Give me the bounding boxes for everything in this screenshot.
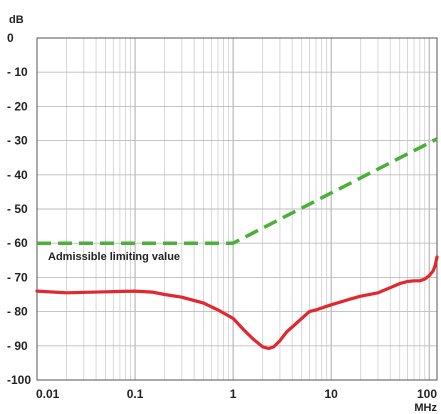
limit-line-series	[37, 137, 438, 245]
y-tick-label: - 20	[7, 99, 28, 113]
y-tick-label: - 60	[7, 236, 28, 250]
y-tick-label: - 10	[7, 65, 28, 79]
y-tick-label: - 50	[7, 202, 28, 216]
limit-annotation: Admissible limiting value	[48, 251, 180, 263]
x-tick-label: 100	[417, 387, 437, 401]
y-tick-label: - 80	[7, 305, 28, 319]
x-tick-label: 1	[230, 387, 237, 401]
y-tick-label: -100	[7, 373, 31, 387]
series-layer	[35, 137, 439, 351]
grid-lines	[36, 37, 437, 381]
x-tick-label: 0.1	[127, 387, 144, 401]
y-tick-label: - 30	[7, 134, 28, 148]
y-tick-label: - 90	[7, 339, 28, 353]
tick-labels: 0 - 10 - 20 - 30 - 40 - 50 - 60 - 70 - 80 - 90 -10…	[7, 31, 437, 401]
plot-frame	[36, 37, 438, 381]
measured-attenuation-series	[35, 255, 439, 351]
x-axis-unit-label: MHz	[414, 402, 437, 414]
y-tick-label: 0	[7, 31, 14, 45]
x-tick-label: 10	[324, 387, 338, 401]
y-tick-label: - 40	[7, 168, 28, 182]
x-tick-label: 0.01	[36, 387, 60, 401]
y-tick-label: - 70	[7, 270, 28, 284]
y-axis-unit-label: dB	[9, 14, 24, 26]
